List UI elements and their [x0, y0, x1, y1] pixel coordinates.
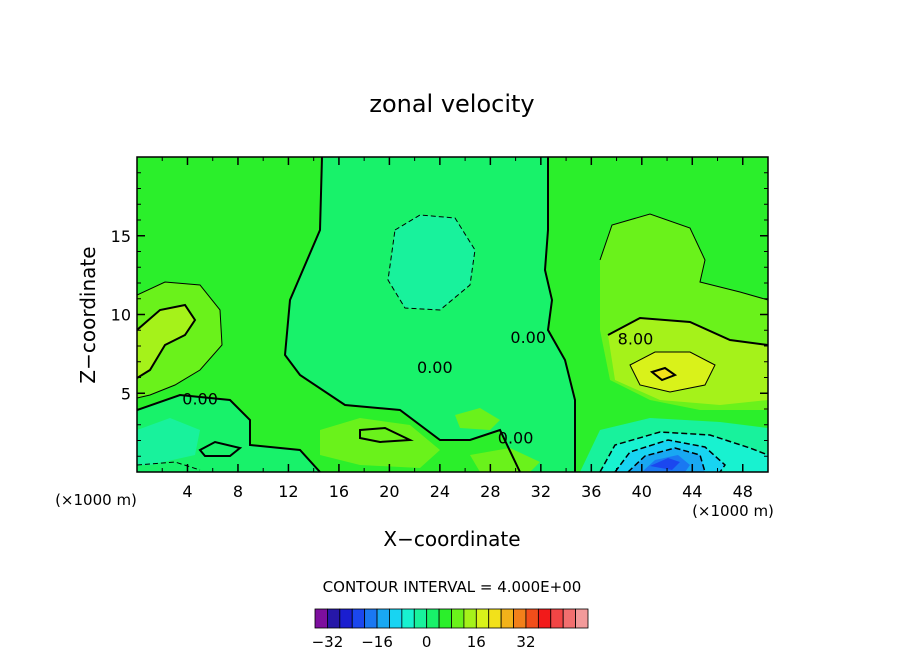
colorbar-swatch: [314, 608, 328, 629]
chart-title: zonal velocity: [369, 90, 534, 118]
y-tick-label: 10: [111, 306, 131, 325]
contour-region-neg-6: [650, 458, 680, 470]
colorbar-tick-label: −16: [361, 633, 393, 651]
contour-label: 0.00: [498, 429, 534, 448]
colorbar-swatch: [513, 608, 527, 629]
contour-left-lobe: [137, 303, 197, 379]
contour-lines: [137, 157, 768, 472]
contour-region-lower-mid-2: [455, 408, 500, 430]
zero-contour-left: [137, 393, 321, 472]
colorbar-swatch: [401, 608, 415, 629]
x-tick-label: 16: [329, 482, 349, 501]
contour-label: 0.00: [510, 328, 546, 347]
colorbar-swatch: [413, 608, 428, 629]
x-tick-label: 32: [531, 482, 551, 501]
contour-small-left: [198, 440, 243, 457]
contour-region-left-bottom-inner: [137, 418, 200, 465]
contour-label: 8.00: [618, 329, 654, 348]
colorbar-tick-label: 32: [516, 633, 535, 651]
colorbar-swatch: [525, 608, 539, 629]
colorbar-swatch: [376, 608, 390, 629]
zero-contour-main: [283, 157, 576, 472]
x-tick-label: 4: [182, 482, 192, 501]
contour-lower-mid-line: [359, 426, 414, 444]
y-tick-label: 15: [111, 227, 131, 246]
contour-label: 0.00: [182, 389, 218, 408]
x-tick-label: 12: [278, 482, 298, 501]
colorbar-swatch: [537, 608, 552, 629]
contour-left-lobe-thin: [137, 281, 223, 399]
contour-right-peak: [649, 366, 678, 382]
contour-interval-text: CONTOUR INTERVAL = 4.000E+00: [323, 578, 582, 596]
colorbar-swatch: [339, 608, 353, 629]
colorbar-labels: −32 −16 0 16 32: [312, 633, 536, 651]
contour-negative-upper: [387, 214, 476, 311]
contour-label: 0.00: [417, 358, 453, 377]
contour-neg-bottom-3: [627, 447, 706, 472]
colorbar-swatch: [550, 608, 564, 629]
y-tick-label: 5: [121, 384, 131, 403]
contour-fill: [137, 157, 768, 472]
colorbar: [314, 608, 589, 629]
colorbar-swatch: [389, 608, 403, 629]
colorbar-swatch: [463, 608, 477, 629]
x-tick-label: 20: [379, 482, 399, 501]
colorbar-swatch: [438, 608, 452, 629]
contour-right-lobe-thin: [599, 213, 768, 301]
contour-region-zero-center: [285, 157, 575, 472]
x-tick-label: 44: [682, 482, 702, 501]
contour-labels: 0.00 0.00 0.00 0.00 8.00: [182, 328, 653, 448]
colorbar-swatch: [488, 608, 502, 629]
colorbar-swatch: [426, 608, 440, 629]
colorbar-swatch: [327, 608, 341, 629]
colorbar-swatch: [475, 608, 490, 629]
contour-region-right-lobe-high: [630, 352, 715, 392]
x-axis-title: X−coordinate: [383, 527, 520, 551]
contour-region-left-lobe-inner: [137, 305, 195, 378]
colorbar-swatch: [364, 608, 378, 629]
x-units-left: (×1000 m): [55, 491, 137, 509]
x-tick-label: 24: [430, 482, 450, 501]
x-tick-label: 36: [581, 482, 601, 501]
contour-neg-left-bottom: [137, 461, 201, 471]
x-axis: 4 8 12 16 20 24 28 32 36 40 44 48: [161, 157, 753, 501]
x-units-right: (×1000 m): [692, 502, 774, 520]
contour-region-negative-upper: [388, 215, 475, 310]
colorbar-tick-label: −32: [312, 633, 344, 651]
contour-neg-bottom-2: [614, 439, 726, 472]
colorbar-swatch: [351, 608, 366, 629]
x-tick-label: 8: [233, 482, 243, 501]
x-tick-label: 28: [480, 482, 500, 501]
contour-neg-bottom-1: [599, 431, 768, 472]
colorbar-swatch: [562, 608, 576, 629]
colorbar-tick-label: 0: [422, 633, 432, 651]
x-tick-label: 48: [733, 482, 753, 501]
y-axis: 5 10 15: [111, 172, 768, 457]
colorbar-tick-label: 16: [467, 633, 486, 651]
colorbar-swatch: [451, 608, 465, 629]
contour-region-lower-mid-3: [470, 448, 540, 472]
contour-right-high: [629, 351, 716, 393]
colorbar-swatch: [500, 608, 514, 629]
colorbar-swatch: [575, 608, 589, 629]
x-tick-label: 40: [632, 482, 652, 501]
y-axis-title: Z−coordinate: [76, 246, 100, 383]
contour-right-lobe: [607, 316, 768, 346]
